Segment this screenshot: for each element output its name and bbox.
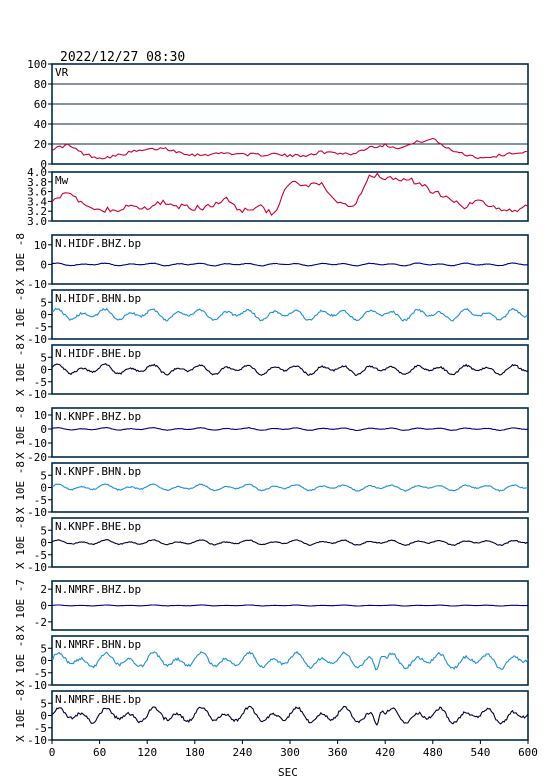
xtick-label: 420 xyxy=(375,746,395,759)
ytick-label-n-nmrf-bhz-bp: 2 xyxy=(40,583,47,596)
series-line-n-knpf-bhz-bp xyxy=(51,426,528,432)
series-line-n-nmrf-bhe-bp xyxy=(51,705,529,726)
unit-label-n-hidf-bhn-bp: X 10E -8 xyxy=(14,288,27,341)
panel-label-n-hidf-bhe-bp: N.HIDF.BHE.bp xyxy=(55,347,141,360)
ytick-label-n-nmrf-bhe-bp: -10 xyxy=(27,734,47,747)
ytick-label-n-nmrf-bhn-bp: 0 xyxy=(40,655,47,668)
ytick-label-n-knpf-bhz-bp: 0 xyxy=(40,423,47,436)
x-axis-label: SEC xyxy=(278,766,298,779)
xtick-label: 360 xyxy=(328,746,348,759)
ytick-label-n-knpf-bhe-bp: 5 xyxy=(40,524,47,537)
series-line-mw xyxy=(51,172,529,217)
ytick-label-n-hidf-bhn-bp: 5 xyxy=(40,296,47,309)
series-line-n-knpf-bhn-bp xyxy=(51,483,529,492)
ytick-label-n-knpf-bhn-bp: 5 xyxy=(40,469,47,482)
series-line-n-hidf-bhn-bp xyxy=(51,307,529,322)
xtick-label: 240 xyxy=(232,746,252,759)
ytick-label-n-knpf-bhz-bp: 10 xyxy=(34,409,47,422)
ytick-label-n-nmrf-bhe-bp: -5 xyxy=(34,722,47,735)
unit-label-n-nmrf-bhn-bp: X 10E -8 xyxy=(14,634,27,687)
panel-label-n-nmrf-bhe-bp: N.NMRF.BHE.bp xyxy=(55,693,141,706)
panel-label-mw: Mw xyxy=(55,174,69,187)
ytick-label-n-hidf-bhe-bp: 5 xyxy=(40,351,47,364)
ytick-label-n-hidf-bhz-bp: 0 xyxy=(40,258,47,271)
panel-label-n-nmrf-bhz-bp: N.NMRF.BHZ.bp xyxy=(55,583,141,596)
xtick-label: 0 xyxy=(49,746,56,759)
unit-label-n-knpf-bhn-bp: X 10E -8 xyxy=(14,461,27,514)
panel-frame-mw xyxy=(51,171,529,222)
ytick-label-n-knpf-bhe-bp: -5 xyxy=(34,549,47,562)
ytick-label-n-hidf-bhn-bp: 0 xyxy=(40,309,47,322)
ytick-label-n-hidf-bhe-bp: 0 xyxy=(40,364,47,377)
unit-label-n-hidf-bhz-bp: X 10E -8 xyxy=(14,233,27,286)
xtick-label: 600 xyxy=(518,746,538,759)
panel-label-n-hidf-bhz-bp: N.HIDF.BHZ.bp xyxy=(55,237,141,250)
panel-label-n-knpf-bhz-bp: N.KNPF.BHZ.bp xyxy=(55,410,141,423)
series-line-n-hidf-bhz-bp xyxy=(51,262,529,267)
series-line-n-knpf-bhe-bp xyxy=(51,539,529,547)
panel-label-n-knpf-bhn-bp: N.KNPF.BHN.bp xyxy=(55,465,141,478)
xtick-label: 60 xyxy=(93,746,106,759)
series-line-vr xyxy=(51,137,529,160)
unit-label-n-nmrf-bhz-bp: X 10E -7 xyxy=(14,579,27,632)
ytick-label-n-nmrf-bhz-bp: -2 xyxy=(34,616,47,629)
ytick-label-n-hidf-bhn-bp: -10 xyxy=(27,333,47,346)
ytick-label-vr: 40 xyxy=(34,118,47,131)
unit-label-n-hidf-bhe-bp: X 10E -8 xyxy=(14,343,27,396)
ytick-label-n-hidf-bhz-bp: -10 xyxy=(27,278,47,291)
ytick-label-n-knpf-bhn-bp: -10 xyxy=(27,506,47,519)
ytick-label-mw: 3.0 xyxy=(27,215,47,228)
ytick-label-n-nmrf-bhe-bp: 5 xyxy=(40,697,47,710)
ytick-label-n-nmrf-bhz-bp: 0 xyxy=(40,600,47,613)
ytick-label-n-hidf-bhe-bp: -5 xyxy=(34,376,47,389)
ytick-label-vr: 0 xyxy=(40,158,47,171)
xtick-label: 120 xyxy=(137,746,157,759)
unit-label-n-knpf-bhe-bp: X 10E -8 xyxy=(14,516,27,569)
ytick-label-vr: 60 xyxy=(34,98,47,111)
timestamp: 2022/12/27 08:30 xyxy=(60,50,186,65)
ytick-label-n-nmrf-bhe-bp: 0 xyxy=(40,710,47,723)
xtick-label: 180 xyxy=(185,746,205,759)
ytick-label-vr: 80 xyxy=(34,78,47,91)
xtick-label: 300 xyxy=(280,746,300,759)
ytick-label-mw: 3.2 xyxy=(27,205,47,218)
ytick-label-n-hidf-bhz-bp: 10 xyxy=(34,239,47,252)
panel-label-n-knpf-bhe-bp: N.KNPF.BHE.bp xyxy=(55,520,141,533)
panel-label-n-nmrf-bhn-bp: N.NMRF.BHN.bp xyxy=(55,638,141,651)
xtick-label: 480 xyxy=(423,746,443,759)
ytick-label-mw: 3.8 xyxy=(27,176,47,189)
series-line-n-nmrf-bhz-bp xyxy=(51,604,528,607)
panel-frame-vr xyxy=(51,63,529,165)
ytick-label-n-knpf-bhn-bp: 0 xyxy=(40,482,47,495)
panel-frame-n-knpf-bhz-bp xyxy=(51,407,529,458)
ytick-label-n-knpf-bhz-bp: -10 xyxy=(27,437,47,450)
ytick-label-mw: 4.0 xyxy=(27,166,47,179)
ytick-label-n-nmrf-bhn-bp: -10 xyxy=(27,679,47,692)
ytick-label-n-knpf-bhn-bp: -5 xyxy=(34,494,47,507)
panel-frame-n-hidf-bhz-bp xyxy=(51,234,529,285)
ytick-label-n-knpf-bhz-bp: -20 xyxy=(27,451,47,464)
panel-label-n-hidf-bhn-bp: N.HIDF.BHN.bp xyxy=(55,292,141,305)
unit-label-n-knpf-bhz-bp: X 10E -8 xyxy=(14,406,27,459)
ytick-label-n-nmrf-bhn-bp: 5 xyxy=(40,642,47,655)
ytick-label-vr: 20 xyxy=(34,138,47,151)
ytick-label-n-knpf-bhe-bp: 0 xyxy=(40,537,47,550)
ytick-label-vr: 100 xyxy=(27,58,47,71)
series-line-n-nmrf-bhn-bp xyxy=(51,650,529,671)
xtick-label: 540 xyxy=(470,746,490,759)
ytick-label-n-nmrf-bhn-bp: -5 xyxy=(34,667,47,680)
series-line-n-hidf-bhe-bp xyxy=(51,363,529,376)
ytick-label-n-knpf-bhe-bp: -10 xyxy=(27,561,47,574)
panel-label-vr: VR xyxy=(55,66,69,79)
ytick-label-n-hidf-bhn-bp: -5 xyxy=(34,321,47,334)
ytick-label-mw: 3.4 xyxy=(27,195,47,208)
ytick-label-mw: 3.6 xyxy=(27,186,47,199)
ytick-label-n-hidf-bhe-bp: -10 xyxy=(27,388,47,401)
unit-label-n-nmrf-bhe-bp: X 10E -8 xyxy=(14,689,27,742)
